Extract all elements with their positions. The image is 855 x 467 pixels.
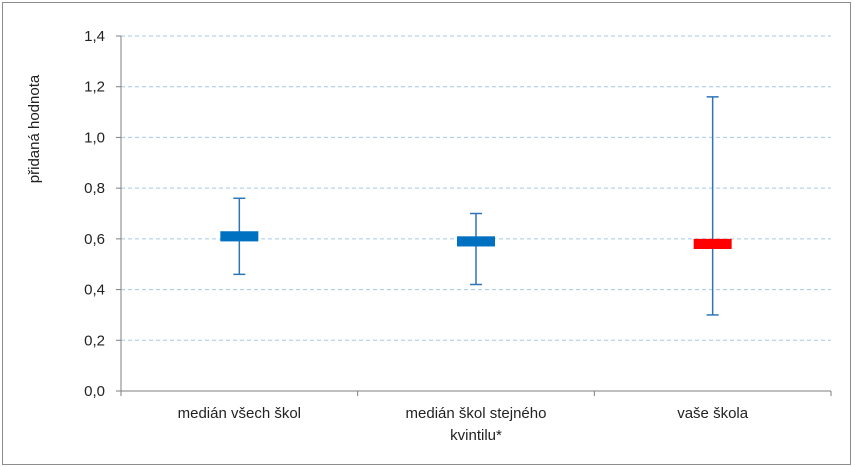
x-category-label: medián škol stejného	[406, 405, 547, 422]
y-tick-label: 0,8	[84, 180, 105, 197]
range-box	[693, 238, 732, 249]
y-tick-label: 1,0	[84, 129, 105, 146]
x-category-label: vaše škola	[677, 405, 749, 422]
y-tick-labels: 0,0 0,2 0,4 0,6 0,8 1,0 1,2 1,4	[84, 28, 105, 400]
y-tick-label: 1,2	[84, 79, 105, 96]
range-box	[220, 231, 259, 242]
y-tick-label: 0,4	[84, 282, 105, 299]
x-category-label: kvintilu*	[450, 427, 502, 444]
y-tick-label: 0,0	[84, 383, 105, 400]
axes	[116, 35, 832, 396]
x-category-label: medián všech škol	[178, 405, 301, 422]
range-box	[457, 236, 495, 247]
gridlines	[121, 35, 831, 341]
y-tick-label: 1,4	[84, 28, 105, 45]
y-axis-title: přidaná hodnota	[26, 74, 43, 183]
range-marks	[220, 96, 732, 316]
y-tick-label: 0,6	[84, 231, 105, 248]
x-category-labels: medián všech škol medián škol stejného kvi…	[178, 405, 749, 444]
y-tick-label: 0,2	[84, 332, 105, 349]
